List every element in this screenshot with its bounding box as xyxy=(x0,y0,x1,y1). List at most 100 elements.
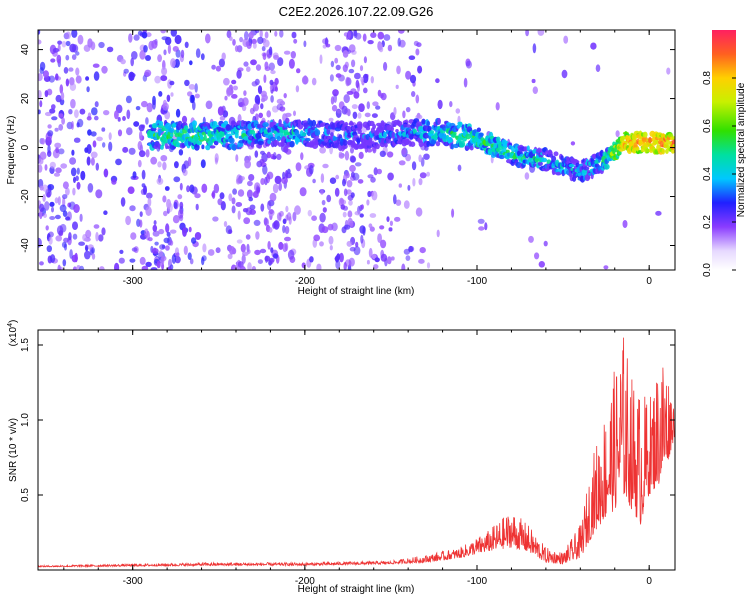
heatmap-cell xyxy=(85,246,89,252)
heatmap-cell xyxy=(128,71,135,82)
heatmap-cell xyxy=(403,200,410,209)
heatmap-cell xyxy=(74,252,78,263)
heatmap-cell xyxy=(141,169,146,180)
heatmap-cell xyxy=(290,51,296,59)
heatmap-cell xyxy=(222,110,229,118)
heatmap-cell xyxy=(187,252,192,260)
heatmap-cell xyxy=(133,121,140,127)
heatmap-cell xyxy=(309,256,314,263)
heatmap-cell xyxy=(144,228,149,238)
heatmap-cell xyxy=(139,50,146,60)
heatmap-cell xyxy=(158,250,163,258)
heatmap-cell xyxy=(383,34,391,41)
heatmap-cell xyxy=(465,60,472,69)
heatmap-cell xyxy=(254,94,261,105)
heatmap-cell xyxy=(128,147,136,155)
heatmap-cell xyxy=(200,134,204,140)
heatmap-cell xyxy=(226,30,232,39)
heatmap-cell xyxy=(371,253,377,260)
heatmap-cell xyxy=(343,188,348,197)
heatmap-cell xyxy=(217,106,224,116)
heatmap-cell xyxy=(191,237,197,244)
heatmap-cell xyxy=(437,117,441,125)
heatmap-cell xyxy=(178,149,184,156)
heatmap-cell xyxy=(350,192,355,199)
heatmap-cell xyxy=(38,39,42,45)
heatmap-cell xyxy=(417,65,423,74)
heatmap-cell xyxy=(138,150,146,158)
heatmap-cell xyxy=(47,130,54,137)
heatmap-cell xyxy=(189,94,195,104)
heatmap-cell xyxy=(86,156,91,166)
heatmap-cell xyxy=(537,30,545,36)
heatmap-cell xyxy=(175,108,181,118)
heatmap-cell xyxy=(247,262,252,270)
heatmap-cell xyxy=(186,185,190,193)
heatmap-cell xyxy=(253,103,259,112)
heatmap-cell xyxy=(68,109,73,115)
heatmap-cell xyxy=(38,73,43,82)
heatmap-cell xyxy=(415,94,420,104)
heatmap-cell xyxy=(477,218,485,224)
heatmap-cell xyxy=(356,138,361,145)
spectrogram-frame xyxy=(37,29,676,271)
heatmap-cell xyxy=(93,224,100,229)
heatmap-cell xyxy=(234,131,239,139)
heatmap-cell xyxy=(170,30,177,37)
heatmap-cell xyxy=(672,136,675,141)
heatmap-cell xyxy=(348,200,353,206)
heatmap-cell xyxy=(312,178,316,184)
heatmap-cell xyxy=(196,140,202,146)
heatmap-cell xyxy=(51,206,54,213)
heatmap-cell xyxy=(54,142,62,149)
heatmap-cell xyxy=(291,31,297,39)
heatmap-cell xyxy=(359,213,364,218)
heatmap-cell xyxy=(458,140,466,148)
heatmap-cell xyxy=(331,104,338,112)
heatmap-cell xyxy=(125,215,131,226)
heatmap-cell xyxy=(49,216,56,220)
heatmap-cell xyxy=(426,262,431,269)
heatmap-cell xyxy=(294,205,301,215)
heatmap-cell xyxy=(55,167,62,174)
heatmap-cell xyxy=(91,247,95,254)
heatmap-cell xyxy=(161,67,168,76)
heatmap-cell xyxy=(387,256,392,265)
heatmap-cell xyxy=(405,255,411,261)
heatmap-cell xyxy=(377,42,383,51)
heatmap-cell xyxy=(223,221,228,227)
heatmap-cell xyxy=(68,232,72,241)
heatmap-cell xyxy=(666,67,671,75)
heatmap-cell xyxy=(276,153,282,160)
heatmap-cell xyxy=(347,210,353,218)
heatmap-cell xyxy=(241,254,246,264)
heatmap-cell xyxy=(39,67,44,75)
heatmap-cell xyxy=(57,40,62,45)
heatmap-cell xyxy=(248,197,253,202)
heatmap-cell xyxy=(274,175,282,185)
heatmap-cell xyxy=(255,132,262,140)
heatmap-cell xyxy=(108,132,112,141)
heatmap-cell xyxy=(111,179,117,185)
heatmap-cell xyxy=(376,168,382,175)
heatmap-cell xyxy=(106,46,114,53)
heatmap-cell xyxy=(369,213,377,218)
colorbar-tick-label: 0.0 xyxy=(702,263,713,277)
heatmap-cell xyxy=(58,148,65,155)
heatmap-cell xyxy=(54,197,59,204)
heatmap-cell xyxy=(99,266,105,270)
heatmap-cell xyxy=(266,151,271,159)
top-y-tick-label: 0 xyxy=(20,144,31,150)
heatmap-cell xyxy=(555,171,562,176)
heatmap-cell xyxy=(341,105,348,115)
heatmap-cell xyxy=(243,90,247,96)
heatmap-cell xyxy=(455,108,461,114)
heatmap-cell xyxy=(174,161,179,169)
heatmap-cell xyxy=(248,31,254,39)
heatmap-cell xyxy=(243,217,251,225)
heatmap-cell xyxy=(194,83,198,93)
heatmap-cell xyxy=(531,78,536,84)
heatmap-cell xyxy=(173,201,178,209)
heatmap-cell xyxy=(622,220,628,228)
colorbar-axis: 0.0 0.2 0.4 0.6 0.8 xyxy=(702,71,736,277)
